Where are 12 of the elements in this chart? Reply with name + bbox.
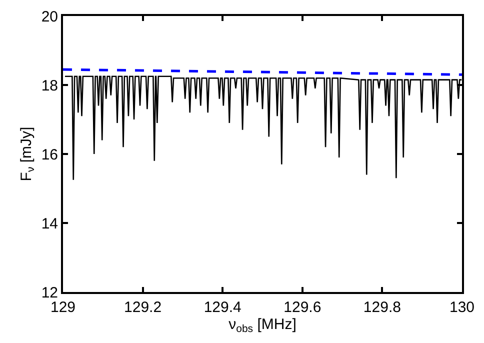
x-tick-label: 129.2 [124,299,162,316]
x-tick-label: 129.6 [284,299,322,316]
x-tick-label: 129 [50,299,76,316]
y-tick-label: 12 [41,284,58,302]
y-tick-label: 20 [41,8,58,26]
y-tick-label: 18 [41,77,58,94]
x-tick-label: 130 [449,299,475,316]
y-tick-label: 14 [41,215,58,232]
x-tick-label: 129.8 [363,299,401,316]
y-tick-label: 16 [41,146,58,164]
x-axis-title: ν$_{obs}$ [MHz] [228,316,296,336]
x-tick-label: 129.4 [204,299,242,316]
